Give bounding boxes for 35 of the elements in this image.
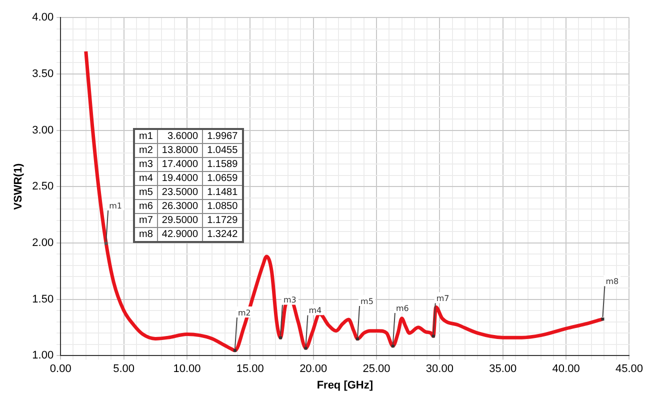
annotation: m7 29.5000 1.1729 xyxy=(138,214,239,228)
annotation: m5 xyxy=(360,296,374,306)
x-tick-label: 25.00 xyxy=(362,363,390,376)
x-tick-label: 10.00 xyxy=(173,363,201,376)
x-tick-label: 5.00 xyxy=(113,363,134,376)
annotation: m6 26.3000 1.0850 xyxy=(138,200,239,214)
annotation: m8 42.9000 1.3242 xyxy=(138,228,239,242)
x-tick-label: 20.00 xyxy=(300,363,328,376)
x-tick-label: 0.00 xyxy=(50,363,72,376)
annotation: m7 xyxy=(436,294,450,304)
x-axis-title: Freq [GHz] xyxy=(316,379,374,392)
y-tick-label: 3.50 xyxy=(32,68,54,80)
annotation: m1 xyxy=(109,201,122,210)
x-tick-label: 40.00 xyxy=(552,363,580,376)
x-tick-label: 30.00 xyxy=(426,363,454,376)
y-tick-label: 1.00 xyxy=(32,350,54,362)
y-tick-label: 2.50 xyxy=(32,180,54,193)
y-tick-label: 3.00 xyxy=(32,124,54,136)
y-tick-label: 1.50 xyxy=(32,293,54,306)
y-tick-label: 4.00 xyxy=(32,12,54,24)
text: m1 3.6000 1.9967 xyxy=(139,131,238,142)
y-axis-title: VSWR(1) xyxy=(12,163,25,210)
annotation: m5 23.5000 1.1481 xyxy=(138,186,239,200)
annotation: m8 xyxy=(606,277,619,286)
x-tick-label: 15.00 xyxy=(236,363,264,376)
annotation: m2 13.8000 1.0455 xyxy=(138,144,239,158)
annotation: m6 xyxy=(396,304,409,314)
annotation: m4 19.4000 1.0659 xyxy=(138,172,239,186)
annotation: m3 17.4000 1.1589 xyxy=(138,158,239,172)
y-tick-label: 2.00 xyxy=(32,236,54,249)
annotation: m4 xyxy=(308,306,322,316)
x-tick-label: 45.00 xyxy=(615,363,643,376)
annotation: m2 xyxy=(238,308,251,318)
x-tick-label: 35.00 xyxy=(489,363,517,376)
line-series xyxy=(84,50,604,352)
